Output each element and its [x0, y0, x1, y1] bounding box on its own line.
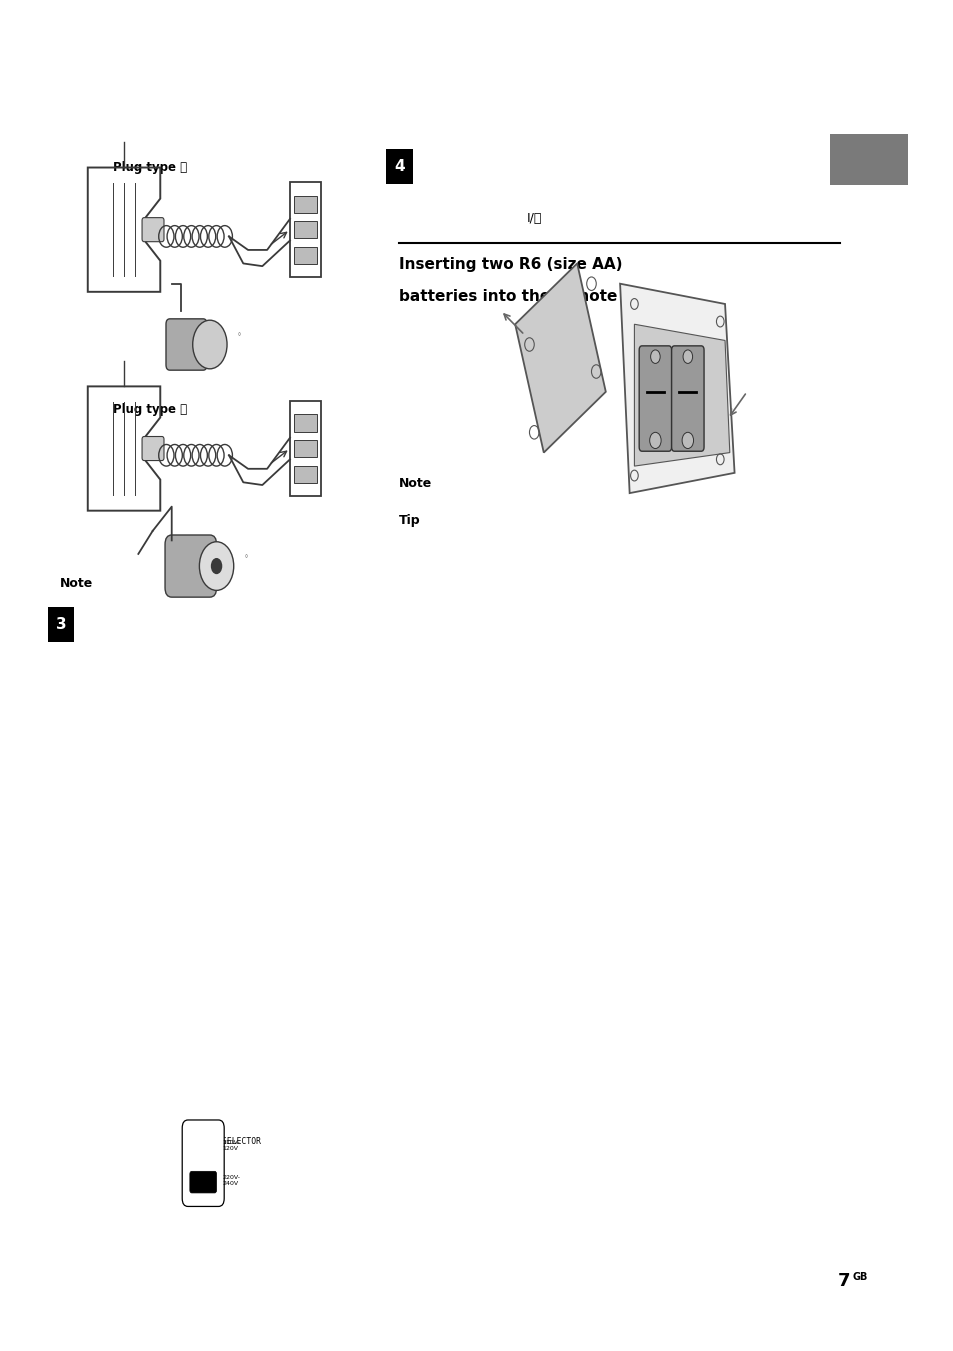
FancyBboxPatch shape	[190, 1171, 216, 1193]
Bar	[290, 182, 320, 277]
Bar	[294, 196, 316, 212]
FancyBboxPatch shape	[142, 218, 164, 242]
Text: VOLTAGE SELECTOR: VOLTAGE SELECTOR	[183, 1138, 261, 1146]
Polygon shape	[619, 284, 734, 493]
Text: ◦: ◦	[236, 331, 241, 339]
Text: 4: 4	[394, 158, 405, 174]
Text: Plug type Ⓑ: Plug type Ⓑ	[112, 161, 187, 174]
Bar	[48, 607, 74, 642]
Text: batteries into the remote: batteries into the remote	[398, 289, 617, 304]
Text: 7: 7	[837, 1271, 849, 1290]
Text: 110V-
120V: 110V- 120V	[222, 1140, 240, 1151]
Text: Inserting two R6 (size AA): Inserting two R6 (size AA)	[398, 257, 621, 272]
Bar	[294, 222, 316, 238]
Text: ◦: ◦	[243, 553, 248, 561]
Bar	[386, 149, 413, 184]
Bar	[294, 415, 316, 431]
Circle shape	[211, 558, 222, 574]
Circle shape	[199, 542, 233, 590]
FancyBboxPatch shape	[142, 436, 164, 461]
Text: Note: Note	[60, 577, 93, 590]
Circle shape	[649, 432, 660, 449]
Text: I/⏻: I/⏻	[526, 212, 541, 226]
Text: Tip: Tip	[398, 513, 420, 527]
Bar	[294, 466, 316, 482]
FancyBboxPatch shape	[671, 346, 703, 451]
Text: GB: GB	[852, 1271, 867, 1282]
Circle shape	[650, 350, 659, 363]
Bar	[294, 440, 316, 457]
Circle shape	[681, 432, 693, 449]
Circle shape	[682, 350, 692, 363]
FancyBboxPatch shape	[166, 319, 207, 370]
Text: Plug type Ⓒ: Plug type Ⓒ	[112, 403, 187, 416]
Bar	[829, 134, 907, 185]
Text: 3: 3	[55, 616, 67, 632]
Bar	[294, 247, 316, 263]
Text: 220V-
240V: 220V- 240V	[222, 1175, 240, 1186]
FancyBboxPatch shape	[639, 346, 671, 451]
Bar	[290, 401, 320, 496]
Polygon shape	[515, 263, 605, 453]
Polygon shape	[634, 324, 729, 466]
FancyBboxPatch shape	[182, 1120, 224, 1206]
Text: Note: Note	[398, 477, 432, 490]
FancyBboxPatch shape	[165, 535, 216, 597]
Circle shape	[193, 320, 227, 369]
